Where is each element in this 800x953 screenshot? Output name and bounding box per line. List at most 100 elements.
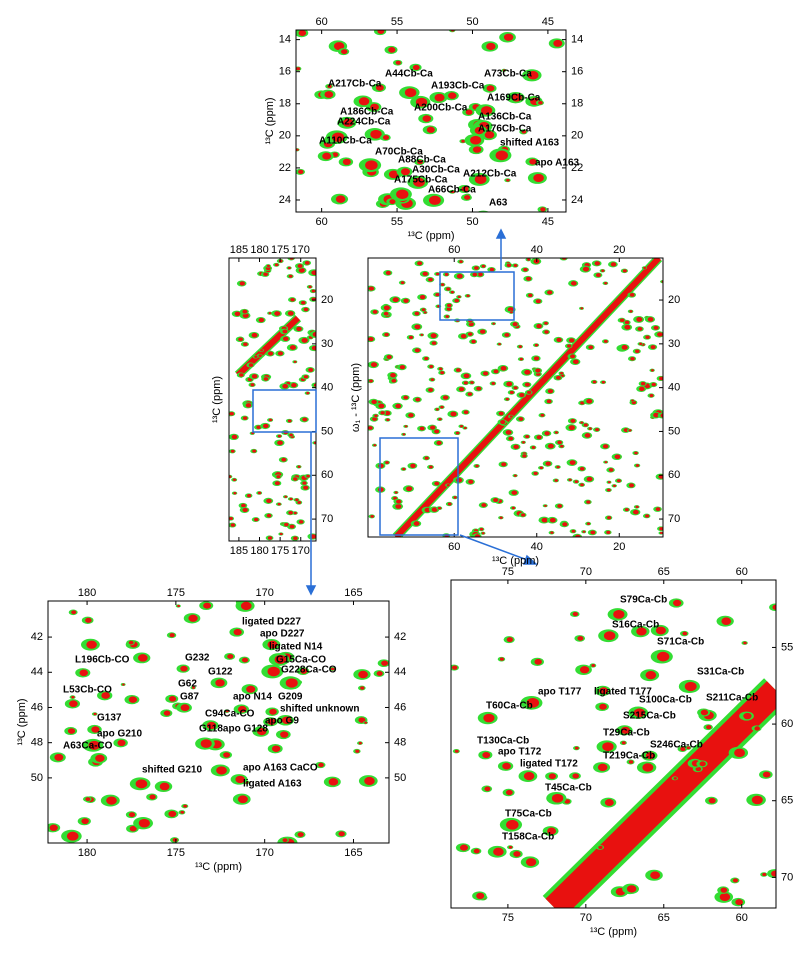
peak-red [435,292,440,297]
peak-red [556,375,561,380]
x-tick-label: 170 [255,587,273,599]
peak-red [572,773,580,779]
peak-red [404,425,408,428]
peak-red [538,101,543,105]
peak-red [659,531,663,535]
peak-red [430,333,437,339]
peak-red [239,373,244,377]
peak-red [403,298,409,303]
peak-label: S31Ca-Cb [697,667,744,678]
peak-red [536,323,542,329]
peak-label: A44Cb-Ca [385,69,433,80]
peak-red [534,658,542,665]
peak-red [631,399,634,402]
peak-red [231,434,238,440]
peak-red [254,355,258,358]
y-tick-label: 44 [31,666,43,678]
peak-red [636,316,643,322]
peak-red [233,628,242,636]
peak-red [708,797,716,804]
peak-red [434,481,440,486]
peak-red [533,173,544,183]
y-tick-label: 22 [279,162,291,174]
peak-label: A193Cb-Ca [431,81,485,92]
peak-red [595,273,601,278]
peak-red [149,794,156,800]
peak-red [498,342,501,346]
peak-red [306,474,310,478]
peak-label: A217Cb-Ca [328,79,382,90]
peak-red [500,420,506,425]
peak-label: ligated N14 [269,642,323,653]
y-tick-label: 55 [781,641,793,653]
arrow-head [305,585,317,596]
diagonal-red [545,681,776,908]
peak-red [267,640,278,649]
y-tick-label: 16 [571,66,583,78]
peak-red [291,382,297,388]
peak-red [268,418,273,422]
peak-red [484,131,495,139]
peak-red [567,344,572,348]
peak-red [215,679,225,687]
x-axis-label: ¹³C (ppm) [195,861,242,873]
peak-red [436,440,442,445]
peak-red [635,505,639,509]
peak-red [298,30,307,36]
peak-red [358,741,362,745]
peak-red [659,527,663,531]
peak-red [523,772,535,781]
zoom-box [252,389,317,433]
arrow [459,534,531,562]
peak-red [268,312,272,315]
peak-label: apo T177 [538,687,582,698]
peak-red [635,349,640,353]
peak-red [602,444,609,449]
peak-red [250,383,255,387]
peak-red [553,39,563,47]
peak-red [467,392,473,396]
peak-red [163,710,171,716]
peak-red [419,295,426,300]
peak-red [721,617,732,625]
peak-red [49,824,58,832]
peak-red [298,520,304,524]
peak-red [180,704,190,712]
y-tick-label: 14 [279,34,291,46]
peak-red [71,695,75,699]
x-tick-label: 180 [78,847,96,859]
peak-red [656,651,670,662]
peak-red [732,878,739,883]
peak-red [734,748,746,758]
peak-red [311,289,316,293]
peak-red [673,599,682,607]
peak-red [293,477,298,481]
x-tick-label: 185 [230,545,248,557]
y-tick-label: 16 [279,66,291,78]
peak-red [719,892,731,902]
peak-red [266,264,270,268]
y-axis-label: ¹³C (ppm) [16,698,28,745]
peak-red [342,158,351,166]
peak-label: S71Ca-Cb [657,637,704,648]
peak-red [650,345,656,350]
peak-red [535,299,541,304]
peak-red [554,479,558,482]
peak-red [440,283,445,286]
peak-red [628,760,634,764]
peak-red [601,380,606,384]
peak-red [510,311,513,314]
peak-red [388,170,399,179]
peak-red [592,380,597,384]
x-tick-label: 20 [613,244,625,256]
peak-red [400,281,405,285]
spectrum [229,258,316,541]
peak-red [304,261,310,265]
peak-red [454,298,460,303]
x-tick-label: 40 [531,244,543,256]
spectrum [368,258,663,537]
peak-red [378,463,384,469]
peak-label: A176Cb-Ca [478,124,532,135]
spectrum [451,598,776,908]
peak-red [93,712,97,716]
